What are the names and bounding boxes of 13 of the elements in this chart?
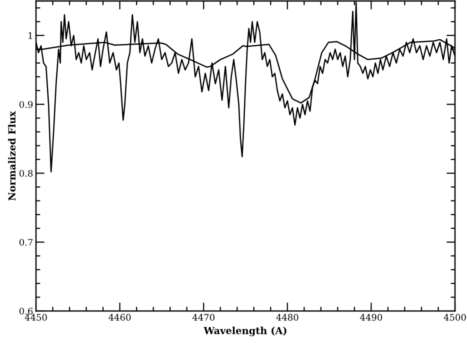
y-tick-label: 0.6 [19,308,33,315]
y-tick-label: 0.9 [19,101,33,108]
y-tick-label: 1 [28,32,32,39]
x-tick-label: 4460 [108,314,131,321]
x-tick-label: 4490 [360,314,382,321]
x-tick-label: 4450 [24,314,47,321]
y-tick-label: 0.7 [19,238,33,246]
x-tick-label: 4470 [192,314,214,321]
x-tick-label: 4480 [276,314,298,321]
x-axis-title: Wavelength (A) [204,326,286,336]
x-tick-label: 4500 [444,314,466,321]
y-axis-title: Normalized Flux [8,111,16,200]
y-tick-label: 0.8 [19,170,33,177]
